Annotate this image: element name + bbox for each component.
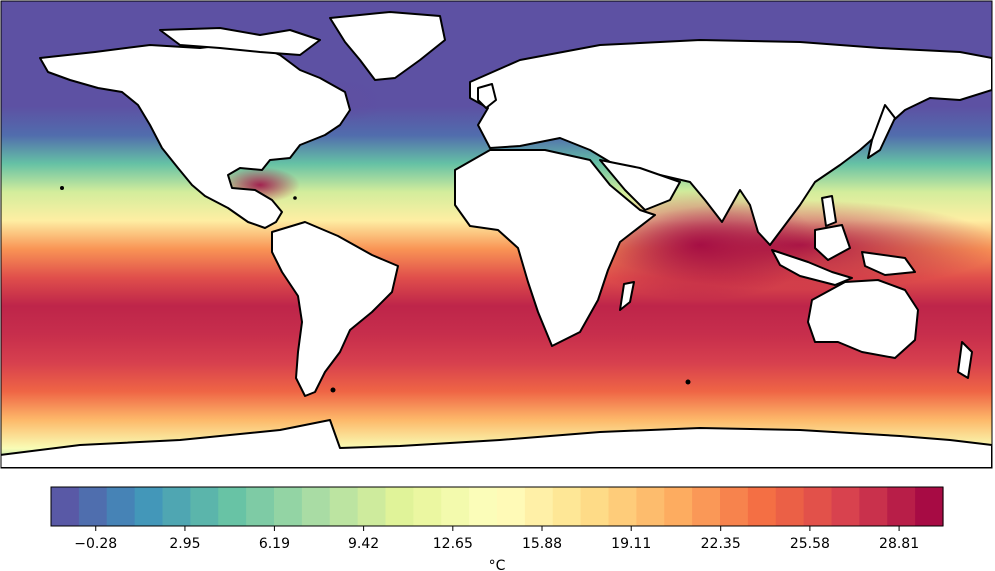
colorbar-cell: [134, 487, 164, 526]
colorbar-cell: [329, 487, 359, 526]
colorbar-cell: [357, 487, 387, 526]
land-new-zealand: [957, 341, 973, 379]
colorbar-cell: [106, 487, 136, 526]
land-north-america: [39, 41, 351, 229]
colorbar-cell: [301, 487, 331, 526]
land-masses: [1, 11, 992, 468]
land-australia: [807, 279, 919, 359]
land-antarctica: [1, 419, 992, 468]
colorbar-cell: [497, 487, 526, 526]
colorbar-cell: [413, 487, 442, 526]
colorbar-cell: [720, 487, 749, 526]
colorbar-tick-label: 9.42: [348, 536, 379, 552]
colorbar-cell: [831, 487, 860, 526]
colorbar-cell: [469, 487, 498, 526]
colorbar-cell: [441, 487, 470, 526]
colorbar-cell: [887, 487, 916, 526]
island-falklands: [330, 387, 336, 393]
colorbar-cell: [608, 487, 637, 526]
colorbar-ticks: −0.28 2.95 6.19 9.42 12.65 15.88 19.11 22.35 25.…: [74, 526, 919, 552]
land-indonesia: [771, 249, 853, 286]
small-islands: [60, 186, 691, 393]
colorbar-tick-label: 22.35: [701, 536, 741, 552]
colorbar-cell: [274, 487, 303, 526]
island-hawaii: [60, 186, 64, 190]
colorbar-tick-label: 25.58: [790, 536, 830, 552]
map-panel: [1, 1, 992, 468]
colorbar-cell: [385, 487, 414, 526]
colorbar-tick-label: 6.19: [259, 536, 290, 552]
colorbar-cell: [51, 487, 80, 526]
colorbar-cell: [692, 487, 721, 526]
colorbar-unit-label: °C: [489, 558, 506, 571]
colorbar-tick-label: 15.88: [522, 536, 562, 552]
colorbar-cell: [636, 487, 665, 526]
colorbar-tick-label: 28.81: [879, 536, 919, 552]
land-japan: [867, 104, 896, 159]
colorbar-cell: [775, 487, 805, 526]
colorbar-frame: [50, 486, 944, 527]
colorbar-cell: [246, 487, 275, 526]
island-kerguelen: [685, 379, 691, 385]
land-arabia: [599, 159, 681, 211]
colorbar-cell: [190, 487, 219, 526]
land-philippines: [821, 195, 837, 227]
map-frame: [0, 0, 993, 469]
colorbar-cell: [524, 487, 554, 526]
land-eurasia: [469, 39, 992, 246]
land-arctic-islands: [159, 27, 321, 56]
colorbar-tick-label: 12.65: [433, 536, 473, 552]
land-british-isles: [477, 83, 497, 109]
land-africa: [454, 149, 656, 347]
colorbar-cell: [859, 487, 888, 526]
land-new-guinea: [861, 251, 916, 276]
colorbar-cell: [915, 487, 944, 526]
colorbar-cell: [803, 487, 833, 526]
land-south-america: [271, 221, 399, 397]
colorbar-cell: [218, 487, 247, 526]
colorbar-cell: [78, 487, 108, 526]
colorbar-tick-label: 2.95: [169, 536, 200, 552]
colorbar: −0.28 2.95 6.19 9.42 12.65 15.88 19.11 22.35 25.…: [50, 486, 944, 571]
colorbar-cell: [747, 487, 777, 526]
land-madagascar: [619, 281, 635, 311]
colorbar-cell: [664, 487, 693, 526]
island-caribbean: [293, 196, 297, 200]
land-greenland: [329, 11, 446, 81]
colorbar-cell: [552, 487, 582, 526]
land-borneo: [814, 224, 851, 261]
colorbar-tick-label: 19.11: [611, 536, 651, 552]
colorbar-tick-label: −0.28: [74, 536, 117, 552]
colorbar-cell: [162, 487, 191, 526]
colorbar-cell: [580, 487, 610, 526]
colorbar-cells: [51, 487, 944, 526]
